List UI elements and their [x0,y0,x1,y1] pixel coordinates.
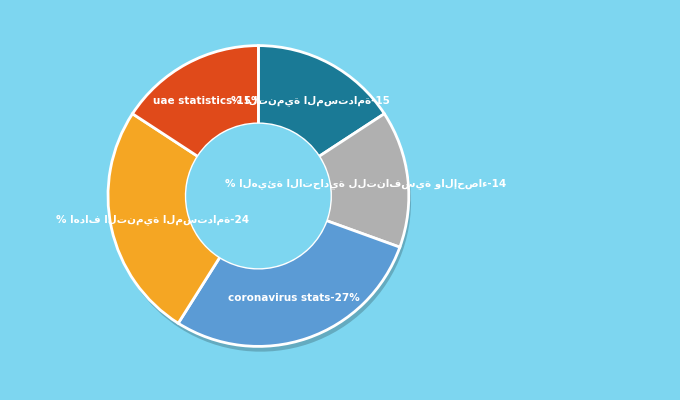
Text: % اهداف التنمية المستدامة-24: % اهداف التنمية المستدامة-24 [56,214,249,224]
Wedge shape [258,46,384,156]
Text: uae statistics-15%: uae statistics-15% [152,96,261,106]
Wedge shape [135,51,260,162]
Wedge shape [319,114,409,247]
Wedge shape [108,114,220,323]
Circle shape [186,124,330,268]
Text: coronavirus stats-27%: coronavirus stats-27% [228,294,360,304]
Text: % التنمية المستدامة-15: % التنمية المستدامة-15 [231,95,390,106]
Wedge shape [260,51,386,162]
Wedge shape [133,46,258,156]
Wedge shape [110,119,222,328]
Text: % الهيئة الاتحادية للتنافسية والإحصاء-14: % الهيئة الاتحادية للتنافسية والإحصاء-14 [225,178,507,189]
Wedge shape [321,119,411,252]
Wedge shape [180,226,402,352]
Wedge shape [178,220,400,346]
